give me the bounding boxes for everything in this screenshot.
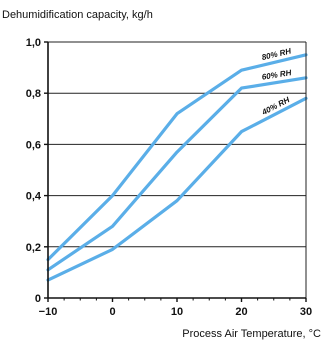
y-tick-label-0: 0 xyxy=(35,293,41,305)
y-axis-label: Dehumidification capacity, kg/h xyxy=(2,9,153,21)
y-tick-label-4: 0,8 xyxy=(26,88,41,100)
series-line-2 xyxy=(46,96,308,282)
x-tick-label-1: 0 xyxy=(109,306,115,318)
tick-labels: 00,20,40,60,81,0−10 0 10 20 30 xyxy=(26,37,312,318)
grid xyxy=(48,41,306,248)
x-tick-label-4: 30 xyxy=(300,306,312,318)
y-tick-label-1: 0,2 xyxy=(26,242,41,254)
x-tick-label-2: 10 xyxy=(171,306,183,318)
series-line-1 xyxy=(46,76,308,272)
y-tick-label-2: 0,4 xyxy=(26,191,42,203)
x-tick-label-0: −10 xyxy=(39,306,58,318)
y-tick-label-3: 0,6 xyxy=(26,139,41,151)
series-lines xyxy=(46,53,308,282)
x-axis-label: Process Air Temperature, °C xyxy=(182,328,321,340)
x-tick-label-3: 20 xyxy=(235,306,247,318)
series-line-0 xyxy=(46,53,308,262)
y-tick-label-5: 1,0 xyxy=(26,37,41,49)
